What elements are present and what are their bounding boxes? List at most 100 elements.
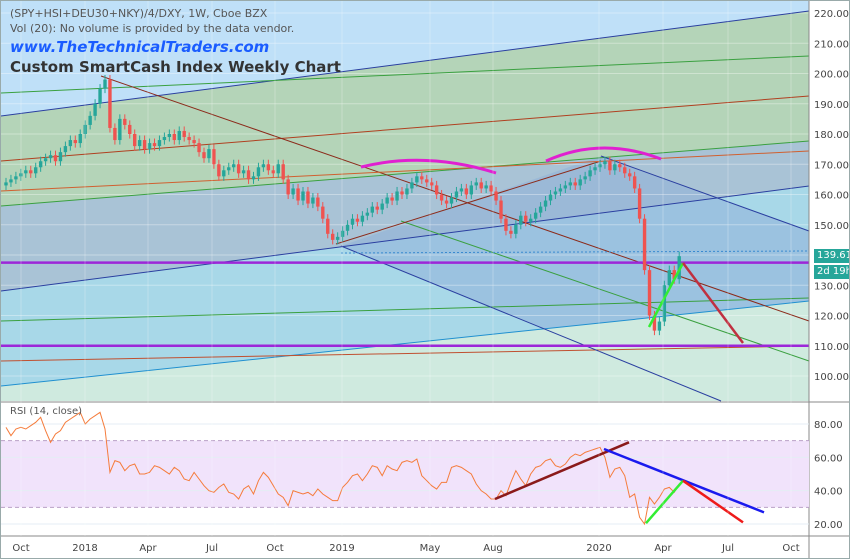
- candle-body: [538, 206, 543, 213]
- candle-body: [93, 103, 97, 116]
- price-tick-label: 100.00: [814, 372, 849, 383]
- candle-body: [301, 191, 305, 201]
- candle: [355, 214, 360, 227]
- candle-body: [4, 182, 8, 186]
- candle: [578, 174, 582, 190]
- candle-body: [128, 124, 132, 134]
- candle-body: [29, 170, 33, 174]
- candle: [459, 183, 464, 197]
- candle-body: [222, 170, 226, 177]
- candle-body: [628, 173, 632, 177]
- candle: [484, 180, 488, 193]
- candle-body: [261, 164, 266, 168]
- candle-body: [469, 185, 473, 195]
- candle-body: [415, 176, 419, 183]
- candle-body: [167, 134, 172, 138]
- candle: [202, 147, 206, 163]
- time-tick-label: 2018: [72, 543, 97, 554]
- candle-body: [236, 164, 241, 174]
- candle-body: [162, 137, 167, 141]
- candle: [4, 177, 8, 190]
- candle-body: [598, 164, 602, 168]
- candle-body: [152, 143, 157, 147]
- candle: [434, 180, 439, 200]
- candle: [509, 226, 513, 239]
- time-tick-label: Oct: [782, 543, 799, 554]
- candle-body: [58, 152, 63, 162]
- candle: [222, 165, 226, 181]
- candle: [553, 186, 558, 200]
- candle-body: [578, 179, 582, 186]
- price-axis: [809, 1, 849, 558]
- candle-body: [444, 200, 449, 204]
- candle-body: [380, 203, 384, 210]
- candle-body: [454, 191, 459, 198]
- candle-body: [647, 270, 652, 316]
- candle-body: [514, 224, 518, 234]
- candle-body: [251, 176, 256, 180]
- candle-body: [73, 140, 77, 144]
- candle: [533, 208, 538, 224]
- price-tick-label: 130.00: [814, 281, 849, 292]
- price-tick-label: 190.00: [814, 100, 849, 111]
- head-shoulder-arc: [360, 158, 497, 175]
- candle-body: [241, 170, 246, 174]
- candle: [469, 180, 473, 200]
- candle-body: [350, 218, 355, 225]
- candle: [632, 171, 637, 193]
- candle-body: [593, 167, 597, 171]
- candle-body: [207, 149, 211, 159]
- candle: [548, 189, 553, 206]
- candle: [410, 177, 414, 193]
- candle: [538, 202, 543, 218]
- candle: [543, 196, 548, 212]
- candle: [657, 317, 662, 336]
- candle-body: [53, 155, 58, 162]
- candle-body: [291, 188, 295, 195]
- projection-down-line: [682, 262, 744, 344]
- candle-body: [113, 127, 117, 141]
- candle: [608, 156, 612, 175]
- candle: [113, 123, 117, 145]
- candle-body: [123, 118, 127, 125]
- candle: [53, 150, 58, 166]
- candle-body: [118, 118, 122, 141]
- candle: [637, 183, 642, 224]
- candle-body: [375, 206, 379, 210]
- candle: [281, 159, 285, 184]
- candle-body: [43, 158, 48, 162]
- candle-body: [296, 188, 300, 201]
- candle-body: [395, 191, 399, 201]
- candle-body: [137, 140, 142, 147]
- candle-body: [246, 170, 251, 180]
- candle-body: [19, 173, 23, 177]
- candle: [271, 165, 275, 178]
- candle: [296, 183, 300, 206]
- candle: [261, 159, 266, 172]
- candle: [499, 196, 503, 224]
- candle-body: [657, 321, 662, 331]
- price-tick-label: 170.00: [814, 160, 849, 171]
- time-tick-label: Jul: [205, 543, 218, 554]
- rsi-line: [5, 411, 680, 526]
- candle-body: [499, 200, 503, 219]
- candle-body: [603, 161, 607, 165]
- candle-body: [667, 270, 671, 286]
- candle-body: [618, 164, 622, 168]
- countdown-label: 2d 19h: [814, 265, 849, 279]
- candle-body: [172, 134, 176, 141]
- candle-body: [474, 182, 478, 186]
- chart-title: Custom SmartCash Index Weekly Chart: [10, 58, 341, 76]
- rsi-trendline: [645, 479, 684, 525]
- candle-body: [68, 140, 73, 147]
- candle: [236, 159, 241, 178]
- candle: [78, 129, 82, 148]
- candle-body: [553, 191, 558, 195]
- candle: [390, 192, 394, 206]
- time-tick-label: Oct: [12, 543, 29, 554]
- candle: [504, 214, 508, 236]
- price-tick-label: 200.00: [814, 70, 849, 81]
- trendline: [1, 140, 810, 207]
